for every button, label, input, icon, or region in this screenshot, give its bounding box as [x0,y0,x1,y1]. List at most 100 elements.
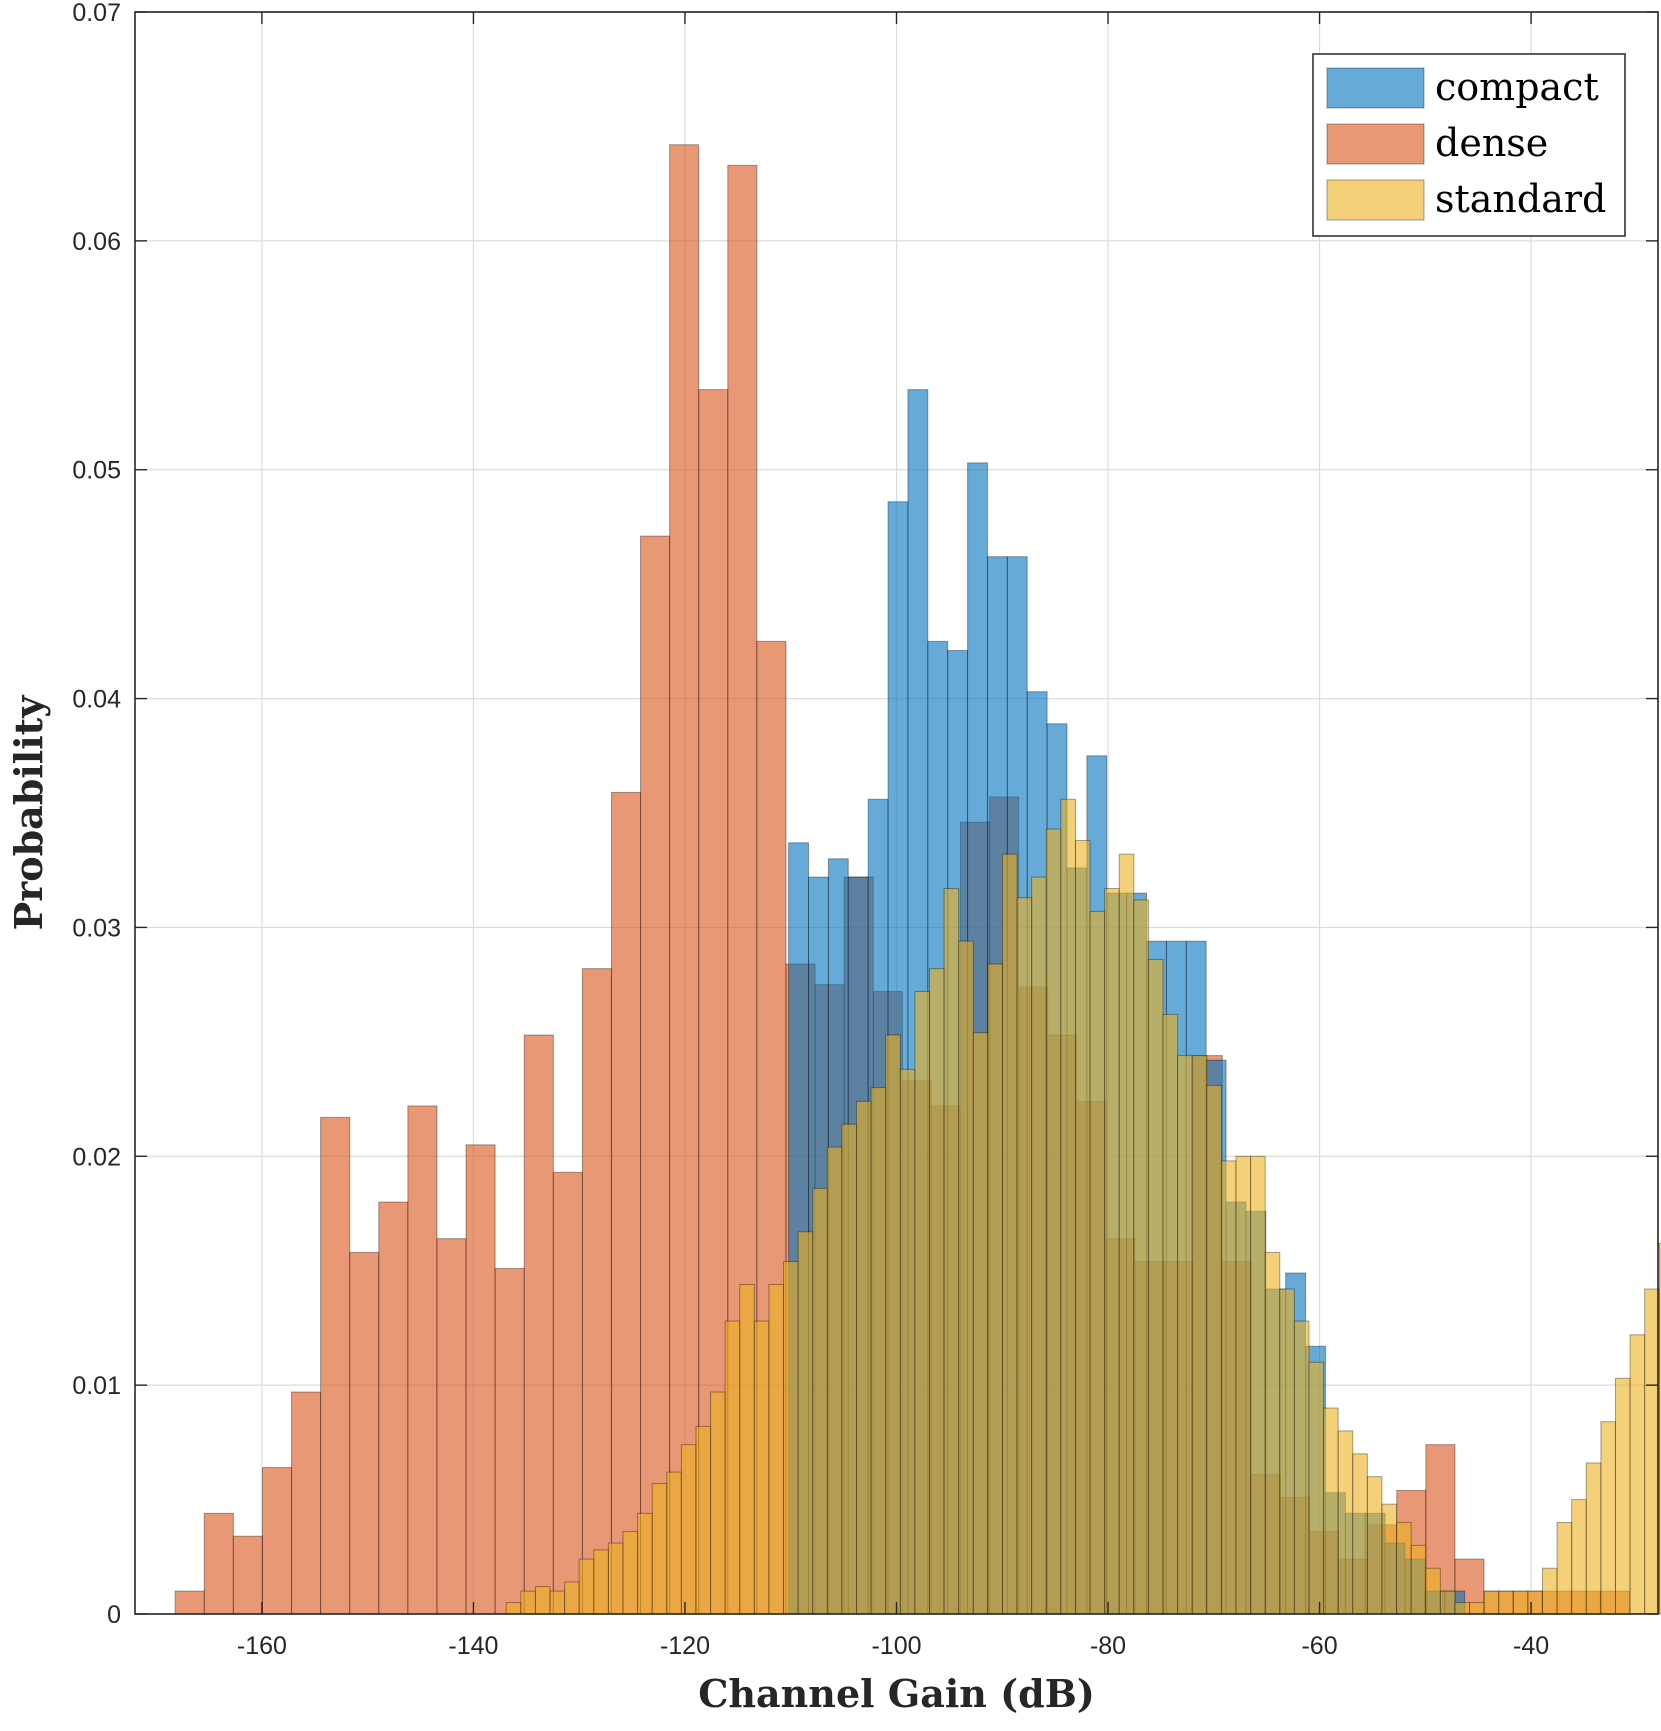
y-tick-label: 0.04 [72,686,121,714]
standard-bar [1001,853,1018,1615]
standard-bar [1658,1242,1661,1615]
standard-bar [1600,1421,1616,1615]
standard-bar [1177,1055,1193,1615]
standard-bar [943,888,960,1615]
y-tick-label: 0 [107,1601,121,1629]
standard-bar [1498,1590,1514,1615]
dense-bar [465,1144,496,1615]
standard-bar [783,1261,799,1615]
standard-bar [812,1187,828,1615]
standard-bar [987,963,1003,1615]
standard-bar [1235,1155,1252,1615]
x-tick-label: -160 [237,1632,287,1660]
standard-bar [1206,1084,1222,1615]
dense-bar [552,1171,583,1615]
histogram-bars [174,144,1661,1615]
dense-bar [669,144,700,1615]
standard-bar [1483,1590,1500,1615]
standard-bar [885,1034,901,1615]
standard-bar [1031,876,1047,1615]
standard-bar [710,1391,726,1615]
y-tick-label: 0.05 [72,457,121,485]
y-tick-label: 0.02 [72,1143,121,1171]
standard-bar [1439,1590,1456,1615]
grid-lines [135,11,1658,1615]
standard-bar [768,1283,785,1615]
y-tick-label: 0.06 [72,228,121,256]
dense-bar [581,968,612,1615]
x-tick-label: -120 [660,1632,710,1660]
standard-bar [695,1425,712,1615]
standard-bar [1147,958,1164,1615]
x-axis-label: Channel Gain (dB) [698,1671,1095,1716]
standard-bar [1162,1013,1179,1615]
standard-bar [1293,1320,1310,1615]
standard-bar [622,1531,639,1615]
dense-bar [291,1391,322,1615]
dense-bar [523,1034,554,1615]
axes: -160 -140 -120 -100 -80 -60 -40 0 0.01 0.02 0.03 0.… [72,0,1659,1660]
standard-bar [549,1590,566,1615]
standard-bar [797,1231,814,1615]
standard-bar [578,1558,595,1615]
x-tick-label: -40 [1513,1632,1549,1660]
standard-bar [505,1602,522,1615]
standard-bar [1425,1567,1441,1615]
x-tick-label: -140 [448,1632,498,1660]
dense-bar [320,1116,351,1615]
standard-bar [534,1586,551,1615]
standard-bar [1585,1462,1602,1615]
standard-bar [870,1087,887,1615]
standard-bar [680,1444,697,1615]
standard-bar [1118,853,1135,1615]
standard-bar [520,1590,536,1615]
y-tick-label: 0.03 [72,914,121,942]
standard-bar [1045,828,1062,1615]
standard-bar [739,1283,755,1615]
standard-bar [1264,1251,1281,1615]
standard-bar [1527,1590,1544,1615]
standard-bar [1104,888,1120,1615]
standard-bar [958,940,974,1615]
y-tick-label: 0.07 [72,0,121,27]
standard-bar [1410,1544,1427,1615]
x-tick-label: -80 [1090,1632,1126,1660]
dense-bar [378,1201,409,1615]
standard-bar [1074,839,1091,1615]
standard-bar [1381,1503,1398,1615]
standard-bar [1542,1567,1558,1615]
legend-label-standard: standard [1435,177,1606,221]
standard-bar [1352,1453,1368,1615]
standard-bar [1366,1476,1383,1615]
standard-bar [724,1320,741,1615]
standard-bar [651,1483,668,1615]
dense-bar [407,1105,438,1615]
dense-bar [640,535,671,1615]
standard-bar [637,1512,653,1615]
standard-bar [1279,1288,1295,1615]
dense-bar [203,1512,234,1615]
standard-bar [1089,910,1106,1615]
dense-bar [232,1535,263,1615]
standard-bar [666,1471,682,1615]
legend: compact dense standard [1312,53,1626,237]
standard-bar [1060,798,1076,1615]
standard-bar [1396,1521,1412,1615]
standard-bar [972,1032,989,1615]
standard-bar [928,968,945,1615]
standard-bar [856,1100,872,1615]
dense-bar [610,791,642,1615]
x-tick-label: -100 [871,1632,921,1660]
standard-bar [914,991,930,1615]
standard-bar [1454,1602,1471,1615]
x-tick-label: -60 [1301,1632,1337,1660]
y-axis-label: Probability [6,695,51,931]
legend-label-dense: dense [1435,121,1548,165]
standard-bar [1323,1407,1339,1615]
standard-bar [1250,1155,1266,1615]
y-tick-label: 0.01 [72,1372,121,1400]
standard-bar [1629,1334,1646,1615]
standard-bar [1016,897,1033,1615]
